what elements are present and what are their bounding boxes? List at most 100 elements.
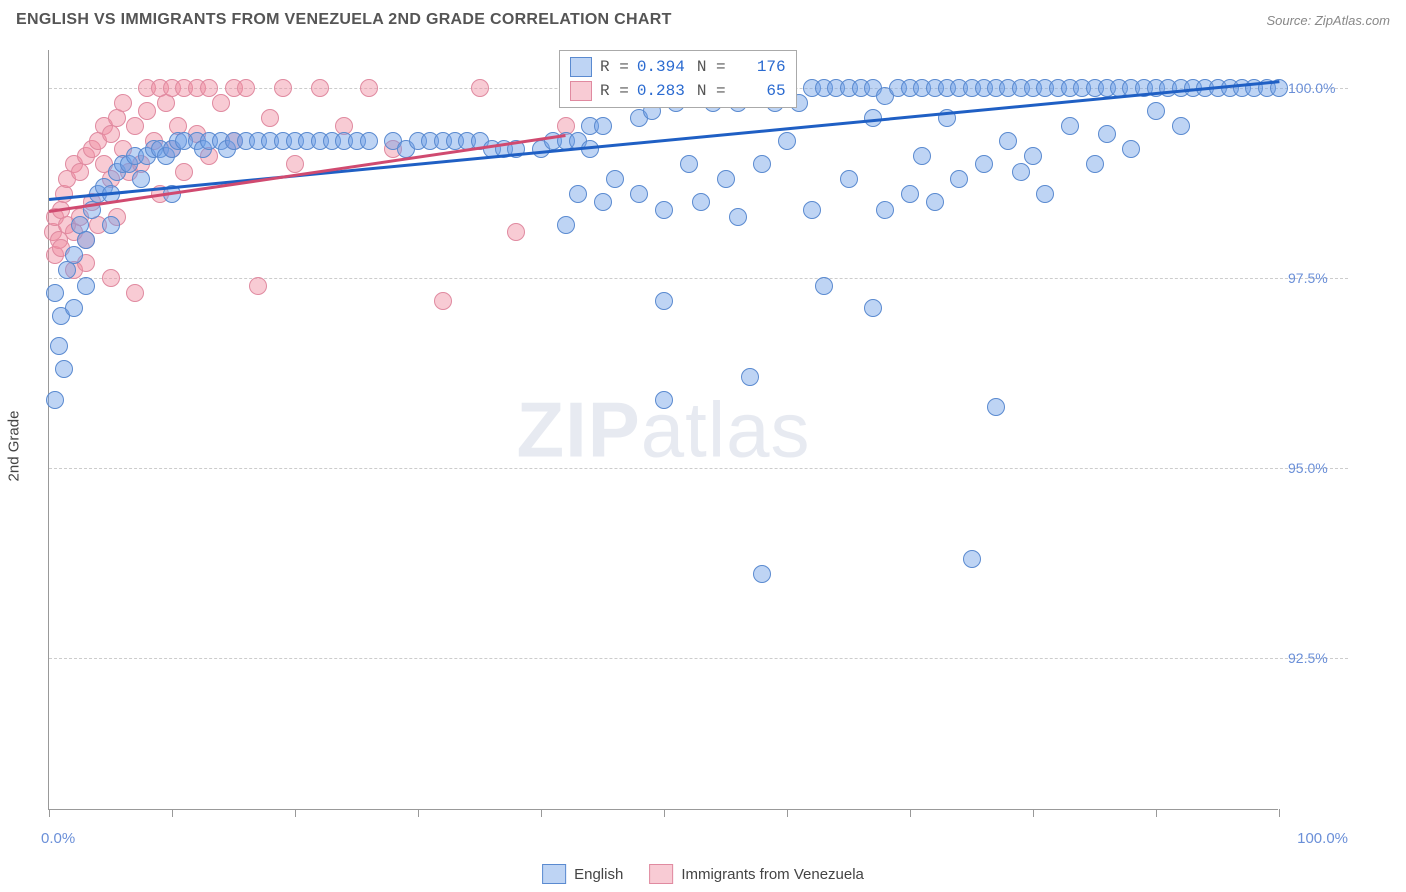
data-point-blue (50, 337, 68, 355)
data-point-pink (249, 277, 267, 295)
data-point-blue (630, 185, 648, 203)
data-point-blue (569, 185, 587, 203)
data-point-blue (46, 284, 64, 302)
data-point-blue (753, 155, 771, 173)
data-point-pink (286, 155, 304, 173)
x-tick (910, 809, 911, 817)
legend-swatch (542, 864, 566, 884)
y-tick-label: 100.0% (1288, 80, 1348, 96)
stat-n-value: 176 (734, 55, 786, 79)
data-point-pink (138, 102, 156, 120)
data-point-blue (975, 155, 993, 173)
legend-label: English (574, 866, 623, 883)
data-point-pink (200, 79, 218, 97)
stats-swatch (570, 57, 592, 77)
data-point-blue (926, 193, 944, 211)
data-point-blue (913, 147, 931, 165)
x-tick (49, 809, 50, 817)
y-tick-label: 95.0% (1288, 460, 1348, 476)
chart-plot-area: ZIPatlas 92.5%95.0%97.5%100.0% R = 0.394… (48, 50, 1278, 810)
x-tick (541, 809, 542, 817)
x-tick (787, 809, 788, 817)
stat-n-label: N = (697, 55, 726, 79)
data-point-blue (864, 299, 882, 317)
correlation-stats-box: R = 0.394 N = 176 R = 0.283 N = 65 (559, 50, 797, 108)
data-point-blue (753, 565, 771, 583)
x-axis-max-label: 100.0% (1297, 830, 1348, 847)
data-point-blue (360, 132, 378, 150)
data-point-pink (126, 284, 144, 302)
data-point-blue (1024, 147, 1042, 165)
data-point-pink (237, 79, 255, 97)
data-point-pink (114, 94, 132, 112)
x-tick (664, 809, 665, 817)
data-point-blue (815, 277, 833, 295)
data-point-pink (212, 94, 230, 112)
data-point-blue (999, 132, 1017, 150)
x-tick (418, 809, 419, 817)
gridline (49, 658, 1348, 659)
stat-r-label: R = (600, 79, 629, 103)
data-point-pink (507, 223, 525, 241)
data-point-blue (729, 208, 747, 226)
data-point-pink (55, 185, 73, 203)
data-point-blue (1086, 155, 1104, 173)
legend-item: English (542, 864, 623, 884)
x-tick (295, 809, 296, 817)
data-point-blue (77, 231, 95, 249)
data-point-blue (803, 201, 821, 219)
data-point-pink (175, 163, 193, 181)
data-point-blue (1012, 163, 1030, 181)
data-point-blue (655, 201, 673, 219)
stat-n-label: N = (697, 79, 726, 103)
stat-r-value: 0.394 (637, 55, 689, 79)
data-point-pink (102, 269, 120, 287)
data-point-blue (557, 216, 575, 234)
data-point-pink (274, 79, 292, 97)
data-point-blue (77, 277, 95, 295)
data-point-pink (471, 79, 489, 97)
legend-label: Immigrants from Venezuela (681, 866, 864, 883)
data-point-blue (963, 550, 981, 568)
data-point-blue (1172, 117, 1190, 135)
y-axis-label: 2nd Grade (6, 411, 23, 482)
data-point-blue (1122, 140, 1140, 158)
data-point-blue (840, 170, 858, 188)
data-point-blue (1147, 102, 1165, 120)
data-point-blue (778, 132, 796, 150)
data-point-blue (132, 170, 150, 188)
y-tick-label: 97.5% (1288, 270, 1348, 286)
data-point-blue (692, 193, 710, 211)
data-point-blue (655, 292, 673, 310)
data-point-blue (55, 360, 73, 378)
data-point-blue (606, 170, 624, 188)
x-tick (172, 809, 173, 817)
stats-row: R = 0.283 N = 65 (570, 79, 786, 103)
legend: English Immigrants from Venezuela (542, 864, 864, 884)
chart-title: ENGLISH VS IMMIGRANTS FROM VENEZUELA 2ND… (16, 11, 672, 29)
y-tick-label: 92.5% (1288, 650, 1348, 666)
data-point-blue (717, 170, 735, 188)
data-point-pink (126, 117, 144, 135)
x-tick (1033, 809, 1034, 817)
data-point-pink (360, 79, 378, 97)
data-point-blue (65, 246, 83, 264)
stat-r-value: 0.283 (637, 79, 689, 103)
data-point-blue (594, 117, 612, 135)
data-point-blue (65, 299, 83, 317)
data-point-blue (1036, 185, 1054, 203)
stats-row: R = 0.394 N = 176 (570, 55, 786, 79)
data-point-blue (876, 201, 894, 219)
data-point-pink (434, 292, 452, 310)
data-point-blue (655, 391, 673, 409)
stat-r-label: R = (600, 55, 629, 79)
legend-swatch (649, 864, 673, 884)
data-point-pink (311, 79, 329, 97)
data-point-blue (741, 368, 759, 386)
data-point-blue (1098, 125, 1116, 143)
data-point-blue (950, 170, 968, 188)
gridline (49, 468, 1348, 469)
gridline (49, 278, 1348, 279)
source-label: Source: ZipAtlas.com (1266, 13, 1390, 28)
stat-n-value: 65 (734, 79, 786, 103)
